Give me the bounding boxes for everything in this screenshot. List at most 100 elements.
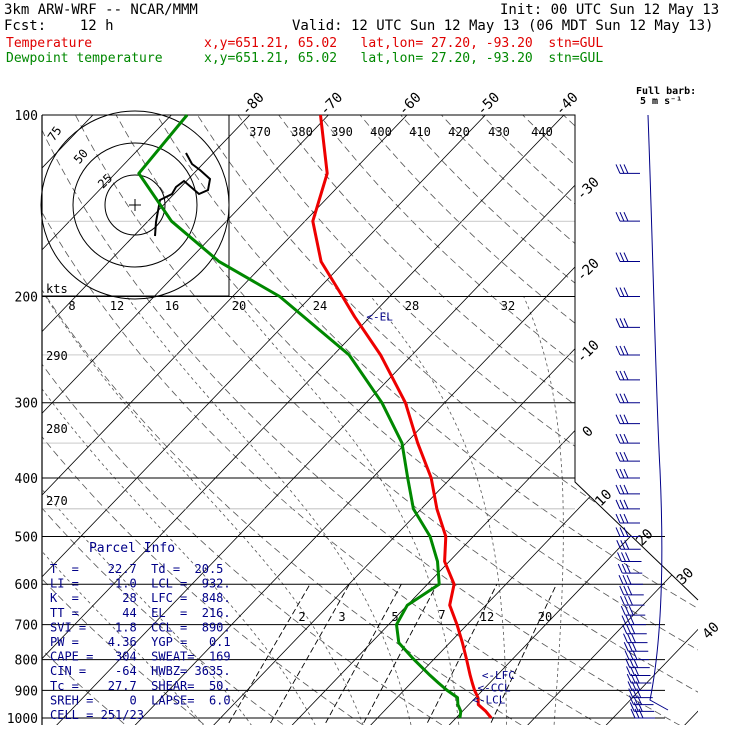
parcel-info-panel: Parcel Info T = 22.7 Td = 20.5LI = -1.0 L… — [50, 541, 231, 722]
theta-side-label: 290 — [46, 349, 68, 363]
sounding-profiles — [137, 114, 493, 719]
speed-label: 28 — [405, 299, 419, 313]
temperature-tick-label: 40 — [700, 619, 723, 642]
wind-barb — [621, 615, 646, 626]
isotherm-line — [207, 115, 698, 725]
isotherm-line — [42, 115, 408, 725]
temperature-tick-label: -20 — [574, 255, 603, 284]
moist-adiabats — [42, 296, 564, 725]
wind-barb — [623, 642, 649, 652]
temperature-tick-label: -80 — [238, 90, 267, 119]
parcel-info-row: T = 22.7 Td = 20.5 — [50, 562, 223, 576]
mixing-ratio-line — [223, 583, 311, 725]
wind-barb — [617, 552, 642, 562]
dry-adiabat-line — [42, 115, 531, 725]
pressure-tick-label: 800 — [15, 654, 38, 669]
parcel-info-row: CELL = 251/23 — [50, 708, 144, 722]
mixing-ratio-label: 3 — [338, 610, 345, 624]
level-marker-label: <-LCL — [472, 694, 505, 707]
isotherm-line — [364, 115, 698, 725]
dry-adiabat-line — [644, 115, 698, 725]
pressure-tick-label: 400 — [15, 472, 38, 487]
parcel-info-row: LI = -1.0 LCL = 932. — [50, 577, 231, 591]
dewpoint-legend: Dewpoint temperature — [6, 51, 163, 66]
hodograph-ring — [40, 110, 230, 300]
model-label: 3km ARW-WRF -- NCAR/MMM — [4, 2, 198, 18]
pressure-tick-label: 100 — [15, 109, 38, 124]
wind-barb — [629, 702, 655, 712]
isotherm-line — [42, 115, 251, 725]
theta-label: 370 — [249, 125, 271, 139]
wind-barb — [615, 318, 640, 328]
dewpoint-location-info: x,y=651.21, 65.02 lat,lon= 27.20, -93.20… — [204, 51, 604, 66]
temperature-tick-label: 10 — [592, 487, 615, 510]
wind-barb — [626, 666, 651, 676]
mixing-ratio-line — [321, 584, 402, 725]
parcel-info-title: Parcel Info — [89, 541, 175, 556]
theta-label: 430 — [488, 125, 510, 139]
speed-label: 16 — [165, 299, 179, 313]
isotherm-line — [42, 115, 486, 725]
temperature-tick-label: 0 — [580, 423, 597, 440]
valid-time: Valid: 12 UTC Sun 12 May 13 (06 MDT Sun … — [292, 18, 714, 34]
pressure-tick-label: 900 — [15, 684, 38, 699]
isotherm-line — [0, 115, 14, 731]
wind-barb — [615, 345, 640, 356]
dry-adiabat-line — [42, 115, 213, 725]
parcel-info-row: SREH = 0 LAPSE= 6.0 — [50, 693, 231, 707]
dry-adiabat-line — [156, 115, 698, 725]
temperature-tick-label: -70 — [317, 90, 346, 119]
temperature-tick-label: -60 — [395, 90, 424, 119]
wind-barb — [630, 708, 655, 719]
wind-barb — [618, 575, 643, 585]
pressure-tick-label: 200 — [15, 291, 38, 306]
barb-legend-label: Full barb: — [636, 86, 696, 97]
mixing-ratio-line — [359, 584, 438, 725]
dry-adiabat-line — [278, 115, 698, 725]
dry-adiabat-line — [42, 115, 372, 725]
wind-barb — [615, 211, 640, 222]
theta-label: 400 — [370, 125, 392, 139]
temperature-tick-label: -50 — [474, 90, 503, 119]
parcel-info-row: K = 28 LFC = 848. — [50, 591, 231, 605]
wind-barb — [615, 164, 640, 174]
level-marker-label: <-EL — [366, 311, 393, 324]
wind-barb — [615, 414, 640, 425]
speed-label: 24 — [313, 299, 327, 313]
wind-barb — [615, 287, 640, 298]
temperature-tick-label: -30 — [574, 174, 603, 203]
theta-label: 440 — [531, 125, 553, 139]
mixing-ratio-label: 7 — [438, 608, 445, 622]
wind-barb — [615, 433, 640, 444]
wind-barb — [620, 595, 645, 606]
isotherm-line — [521, 115, 698, 725]
wind-barb — [615, 484, 640, 495]
parcel-info-row: CAPE = 304 SWEAT= 169 — [50, 650, 231, 664]
level-marker-label: <-LFC — [482, 669, 515, 682]
barb-legend: Full barb:5 m s⁻¹ — [636, 86, 696, 107]
wind-barb — [615, 499, 640, 510]
wind-barb — [620, 605, 646, 616]
mixing-ratio-line — [423, 584, 498, 725]
temperature-tick-label: 20 — [633, 526, 656, 549]
dry-adiabat-line — [42, 115, 611, 725]
dry-adiabat-line — [603, 115, 698, 725]
parcel-info-row: PW = 4.36 YGP = 0.1 — [50, 635, 231, 649]
mixing-ratio-line — [265, 584, 350, 725]
isotherm-line — [42, 115, 329, 725]
mixing-ratio-label: 20 — [538, 610, 552, 624]
wind-barb — [626, 673, 652, 684]
pressure-ticks: 100 200 300 400 500 600 700 800 900 1000 — [7, 109, 38, 727]
wind-barb — [615, 252, 640, 263]
hodograph-ring — [104, 174, 166, 236]
isotherm-line — [286, 115, 698, 725]
wind-barb — [615, 370, 640, 381]
speed-label: 32 — [501, 299, 515, 313]
wind-barb — [627, 681, 652, 691]
parcel-info-row: SVI = 1.8 CCL = 890. — [50, 620, 231, 634]
moist-adiabat-line — [523, 296, 564, 725]
temperature-tick-label: -10 — [574, 337, 603, 366]
speed-label: 8 — [68, 299, 75, 313]
